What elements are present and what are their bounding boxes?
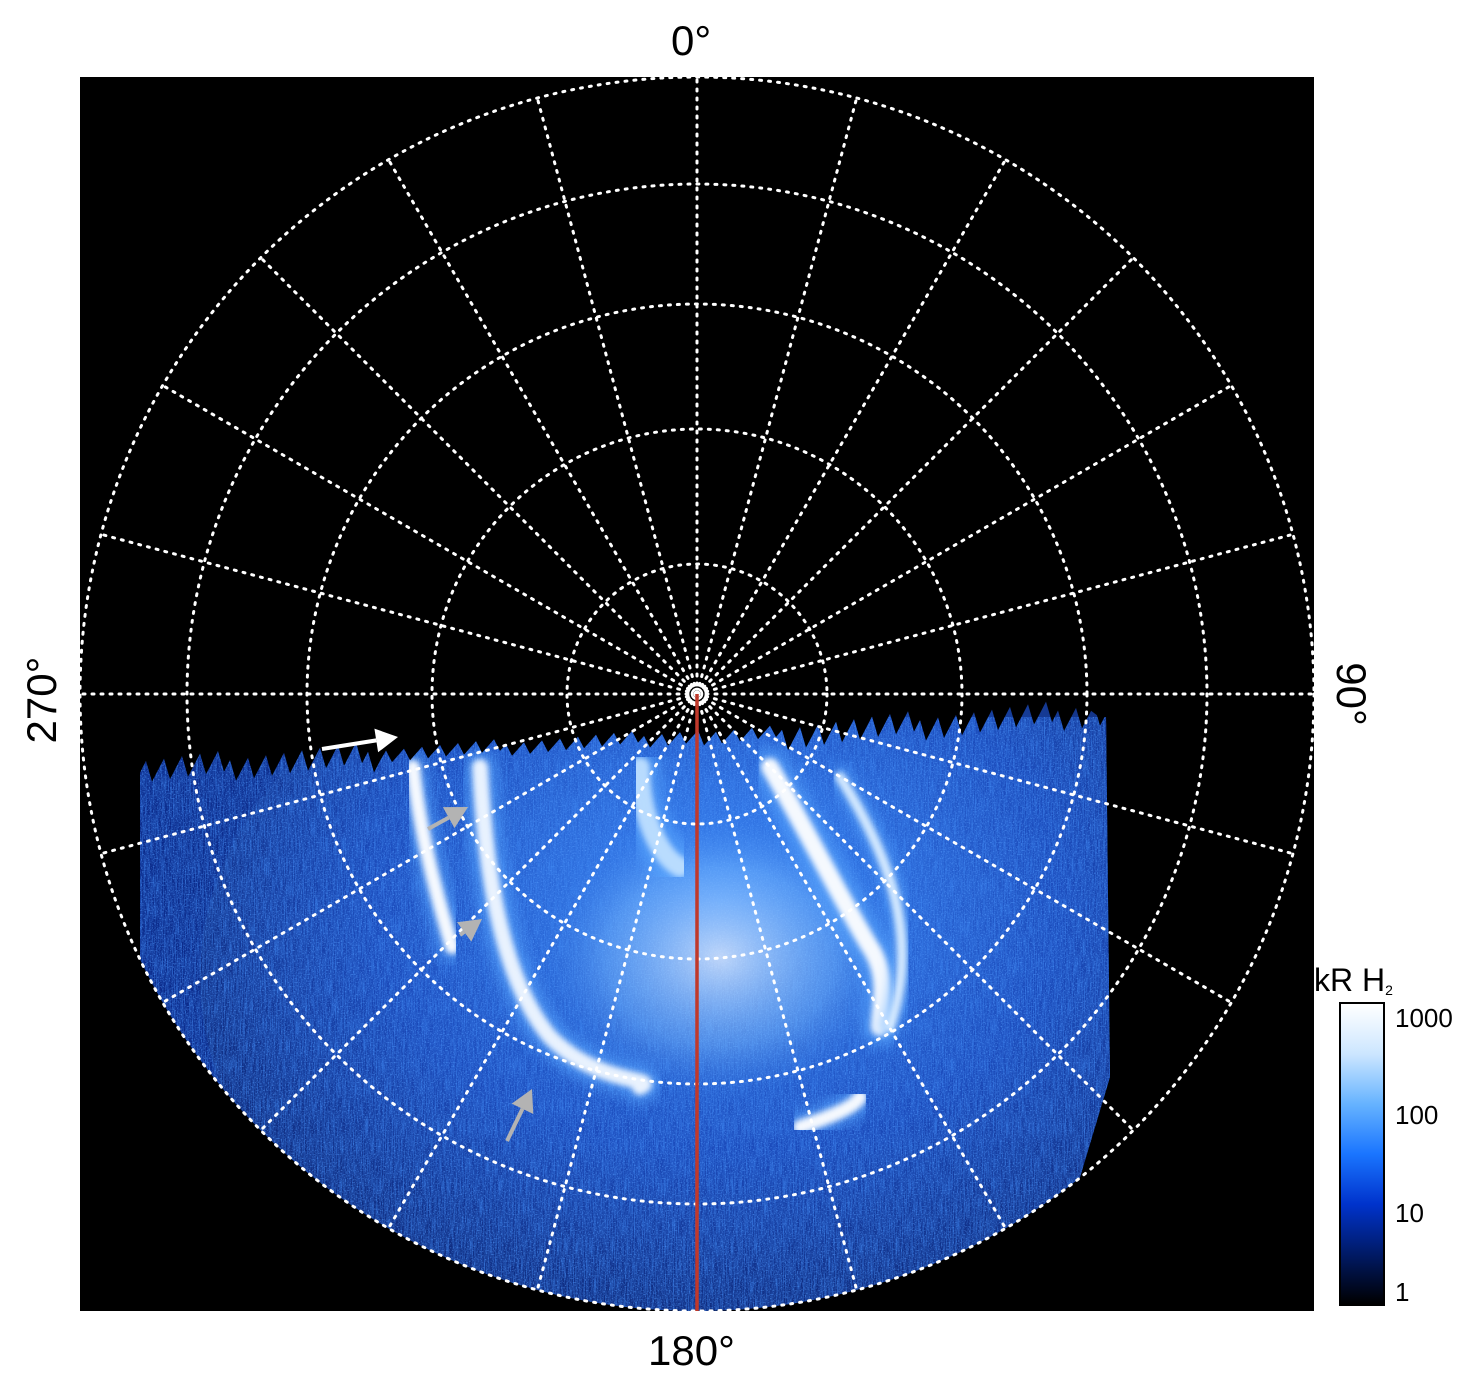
grid-spoke-135: [695, 692, 1135, 1132]
arrow-grey-upper: [427, 807, 468, 831]
azimuth-label-0: 0°: [671, 17, 712, 64]
annotation-arrows: [321, 728, 534, 1142]
grid-circle-1: [565, 562, 829, 826]
azimuth-label-270: 270°: [18, 656, 65, 744]
arc-right-inner: [761, 758, 892, 1036]
grid-spoke-60: [695, 384, 1233, 696]
grid-spoke-300: [161, 384, 699, 696]
grid-spoke-150: [695, 692, 1007, 1230]
arc-right-outer: [835, 772, 907, 1032]
grid-spoke-210: [387, 692, 699, 1230]
azimuth-label-90: 90°: [1328, 662, 1375, 726]
grid-spoke-165: [695, 692, 859, 1292]
arc-bottom-right: [793, 1090, 867, 1134]
grid-spoke-330: [387, 158, 699, 696]
grid-spoke-30: [695, 158, 1007, 696]
colorbar: [1339, 1002, 1385, 1306]
grid-spoke-315: [259, 256, 699, 696]
grid-spoke-240: [161, 692, 699, 1004]
arrow-white-boundary: [321, 728, 398, 753]
polar-projection-image: [80, 77, 1314, 1311]
polar-projection-svg: [80, 77, 1314, 1311]
arc-left-outer: [406, 760, 459, 954]
colorbar-tick-10: 10: [1395, 1198, 1424, 1228]
colorbar-tick-1: 1: [1395, 1277, 1410, 1307]
arc-center-top: [630, 757, 690, 877]
grid-spoke-105: [695, 692, 1295, 856]
grid-spoke-345: [535, 96, 699, 696]
colorbar-title: kR H2: [1314, 962, 1393, 998]
colorbar-tick-100: 100: [1395, 1100, 1439, 1130]
grid-spoke-285: [99, 532, 699, 696]
aurora-emission-region: [140, 701, 1110, 1311]
colorbar-tick-1000: 1000: [1395, 1003, 1453, 1033]
grid-spoke-255: [99, 692, 699, 856]
azimuth-label-180: 180°: [648, 1327, 735, 1374]
grid-spoke-75: [695, 532, 1295, 696]
grid-spoke-15: [695, 96, 859, 696]
grid-spoke-120: [695, 692, 1233, 1004]
arrow-grey-lower: [505, 1089, 534, 1142]
grid-spoke-45: [695, 256, 1135, 696]
grid-spoke-225: [259, 692, 699, 1132]
grid-spoke-195: [535, 692, 699, 1292]
arrow-grey-middle: [457, 919, 482, 942]
